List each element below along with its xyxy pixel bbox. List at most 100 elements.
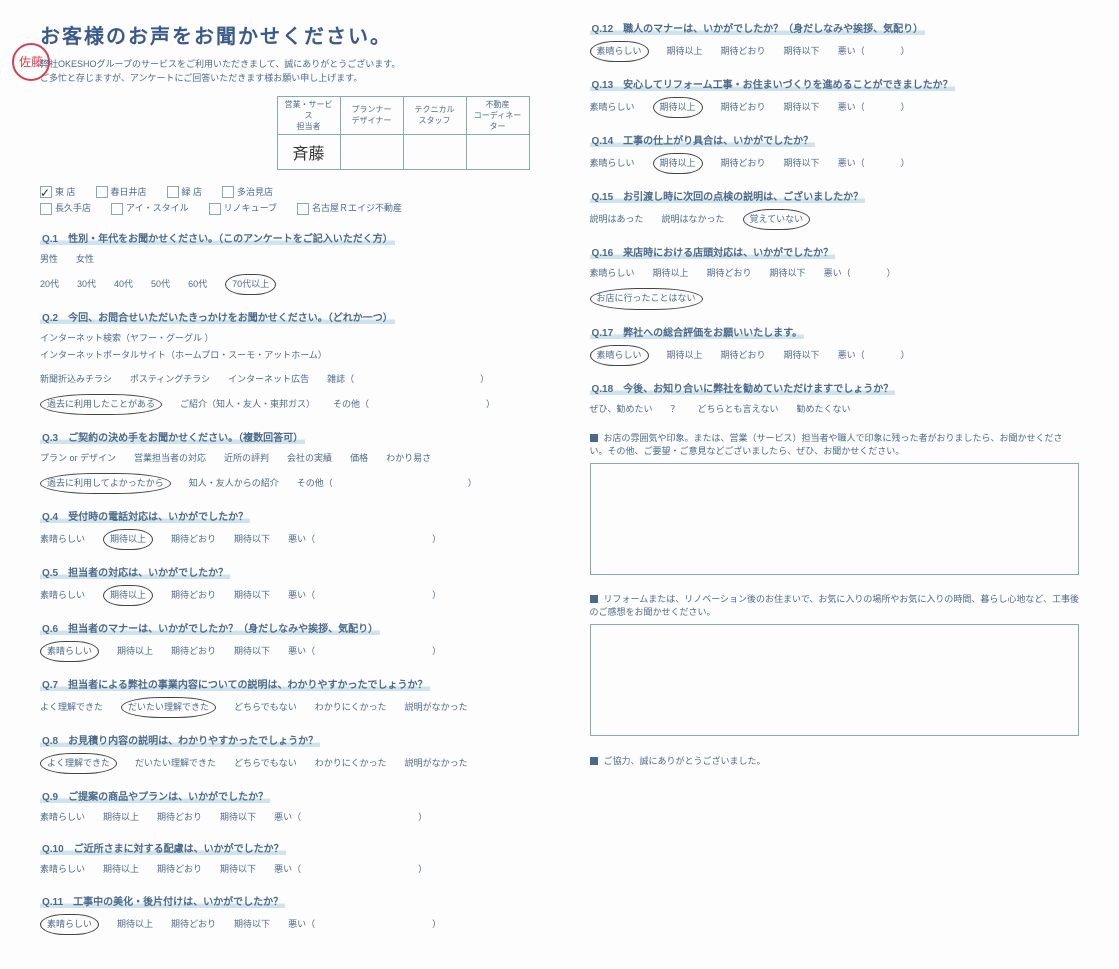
option[interactable]: 悪い（ ）: [288, 531, 441, 548]
option[interactable]: 期待以上: [103, 809, 139, 826]
option[interactable]: 悪い（ ）: [824, 265, 896, 282]
freebox2[interactable]: [590, 624, 1080, 736]
store-option[interactable]: 長久手店: [40, 200, 91, 216]
option[interactable]: 過去に利用してよかったから: [40, 473, 171, 494]
option[interactable]: わかりにくかった: [315, 699, 387, 716]
option[interactable]: だいたい理解できた: [121, 697, 216, 718]
option[interactable]: 期待以下: [234, 643, 270, 660]
option[interactable]: インターネット検索（ヤフー・グーグル ）: [40, 330, 214, 347]
option[interactable]: ご紹介（知人・友人・東邦ガス）: [180, 396, 315, 413]
option[interactable]: 期待以下: [220, 809, 256, 826]
store-option[interactable]: 名古屋Ｒエイジ不動産: [297, 200, 402, 216]
option[interactable]: 期待以下: [234, 531, 270, 548]
option[interactable]: その他（ ）: [333, 396, 495, 413]
store-option[interactable]: 東 店: [40, 184, 76, 200]
option[interactable]: 悪い（ ）: [838, 43, 910, 60]
option[interactable]: 悪い（ ）: [274, 861, 427, 878]
option[interactable]: 期待どおり: [171, 531, 216, 548]
option[interactable]: 期待以下: [770, 265, 806, 282]
option[interactable]: 期待以上: [117, 643, 153, 660]
option[interactable]: 素晴らしい: [590, 99, 635, 116]
store-option[interactable]: 春日井店: [96, 184, 147, 200]
option[interactable]: 期待どおり: [721, 155, 766, 172]
option[interactable]: プラン or デザイン: [40, 450, 116, 467]
option[interactable]: どちらでもない: [234, 755, 297, 772]
checkbox-icon[interactable]: [167, 186, 179, 198]
option[interactable]: 素晴らしい: [590, 265, 635, 282]
option[interactable]: インターネット広告: [228, 371, 309, 388]
option[interactable]: ぜひ、勧めたい: [590, 401, 653, 418]
option[interactable]: 期待以上: [653, 265, 689, 282]
option[interactable]: 説明がなかった: [405, 699, 468, 716]
option[interactable]: どちらとも言えない: [698, 401, 779, 418]
option[interactable]: 期待以下: [784, 155, 820, 172]
option[interactable]: 価格: [350, 450, 368, 467]
option[interactable]: 素晴らしい: [590, 41, 649, 62]
option[interactable]: 悪い（ ）: [288, 643, 441, 660]
option[interactable]: 新聞折込みチラシ: [40, 371, 112, 388]
option[interactable]: 期待以上: [667, 347, 703, 364]
option[interactable]: お店に行ったことはない: [590, 288, 703, 309]
option[interactable]: 期待どおり: [721, 347, 766, 364]
option[interactable]: 期待どおり: [721, 99, 766, 116]
option[interactable]: 素晴らしい: [590, 345, 649, 366]
option[interactable]: 期待以上: [653, 97, 703, 118]
option[interactable]: 悪い（ ）: [288, 587, 441, 604]
option[interactable]: 悪い（ ）: [838, 155, 910, 172]
option[interactable]: 期待以下: [234, 916, 270, 933]
store-option[interactable]: 緑 店: [167, 184, 203, 200]
option[interactable]: 期待以上: [103, 861, 139, 878]
checkbox-icon[interactable]: [40, 203, 52, 215]
option[interactable]: 期待以下: [784, 99, 820, 116]
option[interactable]: 期待以上: [653, 153, 703, 174]
option[interactable]: 近所の評判: [224, 450, 269, 467]
option[interactable]: 期待以下: [784, 347, 820, 364]
option[interactable]: 素晴らしい: [40, 861, 85, 878]
option[interactable]: 悪い（ ）: [838, 99, 910, 116]
option[interactable]: 70代以上: [225, 274, 276, 295]
option[interactable]: だいたい理解できた: [135, 755, 216, 772]
option[interactable]: 男性: [40, 251, 58, 268]
store-option[interactable]: アイ・スタイル: [111, 200, 189, 216]
option[interactable]: 営業担当者の対応: [134, 450, 206, 467]
option[interactable]: 期待以上: [103, 529, 153, 550]
option[interactable]: よく理解できた: [40, 699, 103, 716]
option[interactable]: 30代: [77, 276, 96, 293]
option[interactable]: 期待以上: [117, 916, 153, 933]
option[interactable]: 40代: [114, 276, 133, 293]
option[interactable]: 素晴らしい: [40, 587, 85, 604]
option[interactable]: 期待どおり: [157, 861, 202, 878]
checkbox-icon[interactable]: [40, 186, 52, 198]
option[interactable]: 期待どおり: [721, 43, 766, 60]
option[interactable]: 説明はなかった: [662, 211, 725, 228]
checkbox-icon[interactable]: [111, 203, 123, 215]
option[interactable]: 期待どおり: [171, 916, 216, 933]
option[interactable]: 20代: [40, 276, 59, 293]
option[interactable]: 50代: [151, 276, 170, 293]
option[interactable]: 会社の実績: [287, 450, 332, 467]
option[interactable]: 期待どおり: [171, 643, 216, 660]
store-option[interactable]: 多治見店: [222, 184, 273, 200]
option[interactable]: 女性: [76, 251, 94, 268]
option[interactable]: 悪い（ ）: [274, 809, 427, 826]
option[interactable]: 素晴らしい: [590, 155, 635, 172]
option[interactable]: 期待どおり: [157, 809, 202, 826]
option[interactable]: 素晴らしい: [40, 641, 99, 662]
option[interactable]: 期待以下: [220, 861, 256, 878]
checkbox-icon[interactable]: [297, 203, 309, 215]
option[interactable]: 説明がなかった: [405, 755, 468, 772]
option[interactable]: 期待どおり: [707, 265, 752, 282]
checkbox-icon[interactable]: [96, 186, 108, 198]
option[interactable]: 悪い（ ）: [838, 347, 910, 364]
option[interactable]: 素晴らしい: [40, 914, 99, 935]
store-option[interactable]: リノキューブ: [209, 200, 277, 216]
option[interactable]: 覚えていない: [743, 209, 811, 230]
option[interactable]: 期待以下: [234, 587, 270, 604]
option[interactable]: 期待以上: [103, 585, 153, 606]
option[interactable]: わかりにくかった: [315, 755, 387, 772]
option[interactable]: 知人・友人からの紹介: [189, 475, 279, 492]
option[interactable]: 期待どおり: [171, 587, 216, 604]
option[interactable]: 素晴らしい: [40, 531, 85, 548]
option[interactable]: わかり易さ: [386, 450, 431, 467]
option[interactable]: 雑誌（ ）: [327, 371, 489, 388]
